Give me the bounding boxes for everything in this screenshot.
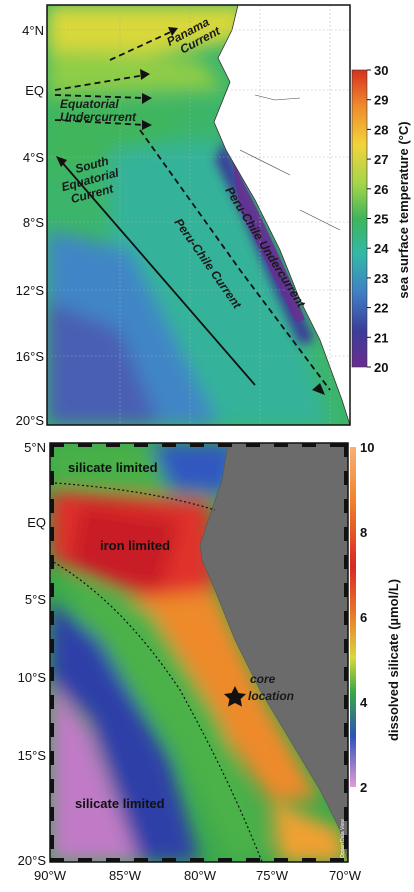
colorbar-tick-label: 22 <box>374 301 388 316</box>
y-tick-label: 12°S <box>16 283 45 298</box>
x-tick-label: 70°W <box>329 868 362 883</box>
y-tick-label: 4°S <box>23 150 44 165</box>
y-tick-label: 20°S <box>16 413 45 428</box>
colorbar-tick-label: 28 <box>374 122 388 137</box>
annotation: silicate limited <box>68 460 158 475</box>
colorbar-tick-label: 8 <box>360 525 367 540</box>
colorbar-tick-label: 4 <box>360 695 368 710</box>
annotation: Undercurrent <box>60 110 137 124</box>
colorbar-tick-label: 24 <box>374 241 389 256</box>
y-tick-label: 4°N <box>22 23 44 38</box>
x-tick-label: 90°W <box>34 868 67 883</box>
annotation: silicate limited <box>75 796 165 811</box>
colorbar-tick-label: 26 <box>374 182 388 197</box>
annotation: Equatorial <box>60 97 119 111</box>
y-tick-label: 10°S <box>18 670 47 685</box>
y-tick-label: 20°S <box>18 853 47 868</box>
annotation: location <box>248 689 294 703</box>
x-tick-label: 80°W <box>184 868 217 883</box>
colorbar-tick-label: 2 <box>360 780 367 795</box>
colorbar-label: sea surface temperature (°C) <box>396 121 411 298</box>
y-tick-label: 16°S <box>16 349 45 364</box>
colorbar-tick-label: 25 <box>374 212 388 227</box>
y-tick-label: EQ <box>27 515 46 530</box>
colorbar-tick-label: 20 <box>374 360 388 375</box>
credit: Ocean Data View <box>340 819 346 858</box>
colorbar-tick-label: 30 <box>374 63 388 78</box>
x-tick-label: 75°W <box>256 868 289 883</box>
sst-colorbar <box>352 70 367 367</box>
colorbar-tick-label: 27 <box>374 152 388 167</box>
annotation: iron limited <box>100 538 170 553</box>
colorbar-tick-label: 6 <box>360 610 367 625</box>
x-tick-label: 85°W <box>109 868 142 883</box>
y-tick-label: EQ <box>25 83 44 98</box>
annotation: core <box>250 672 276 686</box>
y-tick-label: 15°S <box>18 748 47 763</box>
colorbar-label: dissolved silicate (µmol/L) <box>386 579 401 741</box>
colorbar-tick-label: 29 <box>374 93 388 108</box>
sst-map <box>47 5 350 425</box>
figure: PanamaCurrent EquatorialUndercurrent Sou… <box>0 0 414 887</box>
colorbar-tick-label: 10 <box>360 440 374 455</box>
silicate-colorbar <box>350 447 356 787</box>
colorbar-tick-label: 23 <box>374 271 388 286</box>
y-tick-label: 8°S <box>23 215 44 230</box>
y-tick-label: 5°S <box>25 592 46 607</box>
y-tick-label: 5°N <box>24 440 46 455</box>
colorbar-tick-label: 21 <box>374 330 388 345</box>
